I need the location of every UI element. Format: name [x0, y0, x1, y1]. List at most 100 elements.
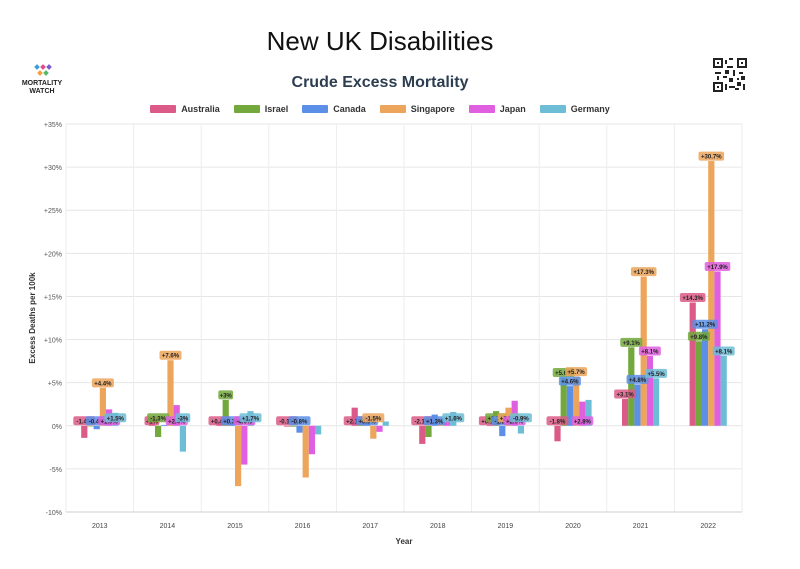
- chart-title: Crude Excess Mortality: [291, 74, 469, 91]
- bar[interactable]: [222, 399, 229, 426]
- data-label-bg: [626, 374, 649, 384]
- data-label: -2.1%: [414, 419, 430, 425]
- mortality-watch-logo: [34, 64, 52, 76]
- bar[interactable]: [486, 424, 493, 426]
- bar[interactable]: [499, 425, 506, 437]
- data-label: +2.1%: [346, 419, 364, 425]
- data-label-bg: [362, 413, 385, 423]
- y-axis-title: Excess Deaths per 100k: [28, 272, 37, 364]
- legend-item[interactable]: Canada: [302, 104, 366, 114]
- bar[interactable]: [302, 425, 309, 478]
- data-label-bg: [442, 413, 465, 423]
- data-label: +5.5%: [648, 372, 666, 378]
- bar[interactable]: [376, 425, 383, 432]
- bar[interactable]: [284, 425, 291, 427]
- bar[interactable]: [517, 425, 524, 434]
- bar[interactable]: [708, 161, 715, 426]
- data-label: -1.3%: [150, 416, 166, 422]
- bar[interactable]: [81, 425, 88, 438]
- data-label-bg: [218, 390, 234, 400]
- bar[interactable]: [653, 378, 660, 426]
- x-tick-label: 2020: [565, 523, 581, 530]
- x-tick-label: 2017: [362, 523, 378, 530]
- legend-label: Singapore: [410, 104, 455, 114]
- brand-line-2: WATCH: [29, 88, 55, 95]
- y-tick-label: -10%: [46, 510, 62, 517]
- brand-text: MORTALITY WATCH: [14, 80, 70, 96]
- data-label: +7.6%: [162, 354, 180, 360]
- legend-item[interactable]: Japan: [468, 104, 526, 114]
- bar[interactable]: [87, 425, 94, 427]
- data-label-bg: [104, 413, 127, 423]
- data-label: +8.1%: [641, 349, 659, 355]
- bar[interactable]: [622, 399, 629, 426]
- data-label: +17.9%: [707, 265, 728, 271]
- legend-item[interactable]: Germany: [539, 104, 610, 114]
- data-label: +1.6%: [445, 416, 463, 422]
- bar[interactable]: [560, 377, 567, 426]
- bar[interactable]: [573, 376, 580, 426]
- bar[interactable]: [241, 425, 248, 465]
- y-tick-label: +25%: [44, 208, 62, 215]
- bar[interactable]: [628, 347, 635, 426]
- bar[interactable]: [99, 387, 106, 426]
- data-label: -3%: [178, 416, 189, 422]
- y-tick-label: +20%: [44, 251, 62, 258]
- bar[interactable]: [290, 425, 297, 427]
- bar[interactable]: [235, 425, 242, 487]
- legend-item[interactable]: Australia: [150, 104, 220, 114]
- bar[interactable]: [695, 341, 702, 426]
- x-tick-label: 2016: [295, 523, 311, 530]
- legend-item[interactable]: Israel: [233, 104, 289, 114]
- bar[interactable]: [566, 386, 573, 426]
- data-label: +14.3%: [682, 296, 703, 302]
- bar[interactable]: [689, 302, 696, 426]
- bar[interactable]: [93, 425, 100, 430]
- data-label: +3.1%: [617, 393, 635, 399]
- data-label: +1.5%: [107, 416, 125, 422]
- legend-label: Israel: [264, 104, 289, 114]
- data-label-bg: [509, 413, 532, 423]
- x-tick-label: 2021: [633, 523, 649, 530]
- y-tick-label: 0%: [52, 424, 62, 431]
- data-label-bg: [687, 331, 710, 341]
- legend-label: Germany: [570, 104, 610, 114]
- bar[interactable]: [511, 400, 518, 426]
- bar[interactable]: [382, 421, 389, 426]
- bar[interactable]: [554, 425, 561, 442]
- bar[interactable]: [646, 355, 653, 426]
- data-label: +1.7%: [242, 416, 260, 422]
- bar[interactable]: [357, 424, 364, 426]
- data-label-bg: [704, 261, 731, 271]
- bar[interactable]: [579, 401, 586, 426]
- data-label-bg: [698, 151, 725, 161]
- data-label-bg: [91, 378, 114, 388]
- bar[interactable]: [315, 425, 322, 435]
- bar[interactable]: [370, 425, 377, 439]
- bar[interactable]: [720, 355, 727, 426]
- bar[interactable]: [702, 329, 709, 426]
- data-label: +30.7%: [701, 155, 722, 161]
- data-label-bg: [159, 350, 182, 360]
- bar[interactable]: [585, 399, 592, 426]
- bar[interactable]: [308, 425, 315, 455]
- legend-item[interactable]: Singapore: [379, 104, 455, 114]
- data-label: +3%: [220, 393, 233, 399]
- bar[interactable]: [161, 424, 168, 426]
- bar[interactable]: [634, 384, 641, 426]
- legend-swatch: [150, 105, 177, 113]
- data-label-bg: [638, 346, 661, 356]
- bar[interactable]: [155, 425, 162, 437]
- bar[interactable]: [167, 360, 174, 426]
- x-tick-label: 2019: [498, 523, 514, 530]
- bar[interactable]: [296, 425, 303, 433]
- qr-code: [713, 58, 747, 92]
- data-label-bg: [558, 376, 581, 386]
- data-label: -1.5%: [365, 416, 381, 422]
- data-label-bg: [175, 413, 191, 423]
- bar[interactable]: [419, 425, 426, 444]
- bar[interactable]: [425, 425, 432, 437]
- y-tick-label: +5%: [48, 381, 62, 388]
- bar[interactable]: [179, 425, 186, 452]
